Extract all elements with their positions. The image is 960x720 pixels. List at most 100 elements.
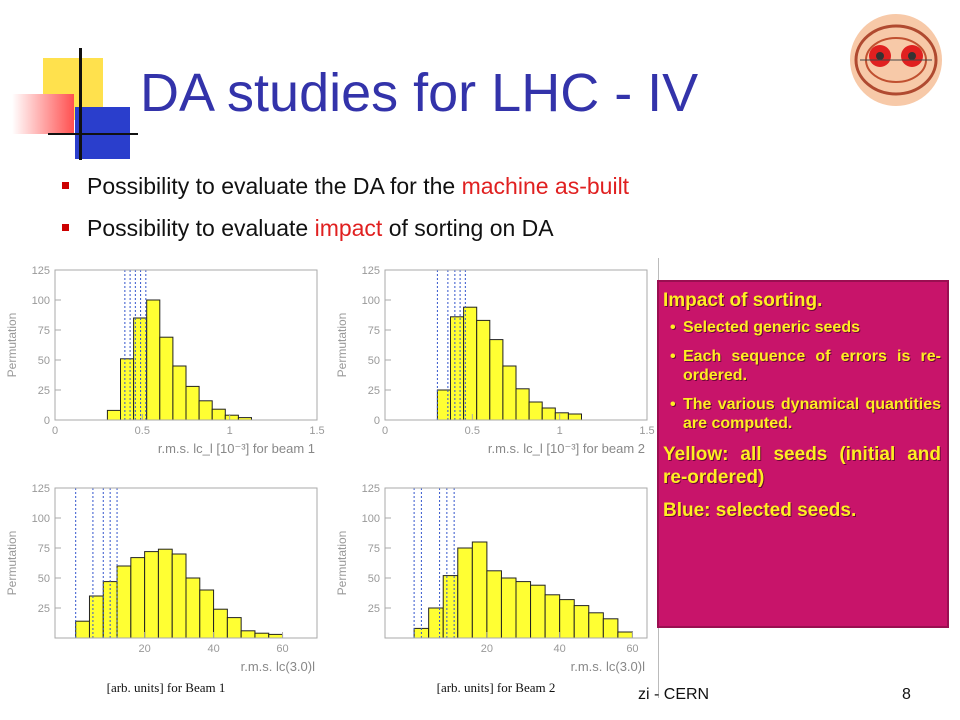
histogram-bar [88,595,104,639]
y-tick-label: 100 [362,295,380,307]
histogram-chart: 0 25 50 75 100 125 0 0.5 1 1.5 Permutation r.m.s. l… [5,265,325,456]
box-list: Selected generic seeds Each sequence of … [663,318,941,433]
histogram-panel-beam1-lc3: 25 50 75 100 125 20 40 60 Permutation r.m.s. lc(3… [0,476,330,711]
histogram-bar [159,336,174,421]
y-tick-label: 125 [32,483,50,495]
x-axis-label-units: [arb. units] for Beam 2 [437,680,556,695]
y-tick-label: 25 [38,385,50,397]
y-tick-label: 125 [362,265,380,277]
x-axis-label: r.m.s. lc_l [10⁻³] for beam 2 [488,441,645,456]
y-tick-label: 0 [374,415,380,427]
y-tick-label: 100 [32,513,50,525]
y-tick-label: 25 [368,603,380,615]
histogram-bar [213,608,228,639]
histogram-bar [75,620,90,639]
histogram-bar [573,605,590,639]
y-tick-label: 75 [38,543,50,555]
histogram-bar [254,632,270,639]
histogram-chart: 25 50 75 100 125 20 40 60 Permutation r.m.s. lc(3… [5,483,318,695]
histogram-bar [211,408,226,421]
x-tick-label: 60 [626,643,638,655]
lhc-logo [850,14,942,106]
histogram-bar [559,599,575,639]
y-tick-label: 100 [362,513,380,525]
histogram-bar [157,548,173,639]
histogram-bar [185,577,201,639]
y-tick-label: 125 [362,483,380,495]
histogram-bar [588,612,604,639]
plot-frame [384,487,648,639]
histogram-panel-beam2-rms: 0 25 50 75 100 125 0 0.5 1 1.5 Permutation r.m.s. l… [330,258,660,483]
histogram-bar [146,299,161,421]
histogram-bar [567,413,582,421]
x-axis-label: r.m.s. lc(3.0)l [571,659,646,674]
bullet-2-highlight: impact [314,215,383,241]
histogram-bar [144,551,159,639]
bullet-1: Possibility to evaluate the DA for the m… [62,173,629,200]
y-tick-label: 25 [368,385,380,397]
histogram-bar [171,553,187,639]
plot-frame [54,487,318,639]
y-tick-label: 75 [368,325,380,337]
bullet-2-text: Possibility to evaluate [87,215,315,241]
histogram-bar [133,317,148,421]
box-item: Each sequence of errors is re-ordered. [670,347,941,385]
decor-horizontal-line [48,133,138,135]
bullet-1-text: Possibility to evaluate the DA for the [87,173,462,199]
y-axis-label: Permutation [5,313,19,378]
sorting-explanation-box: Impact of sorting. Selected generic seed… [657,280,949,628]
x-tick-label: 20 [481,643,493,655]
y-tick-label: 50 [38,573,50,585]
x-tick-label: 0.5 [135,425,150,437]
y-tick-label: 50 [368,355,380,367]
footer-text: zi - CERN [638,686,710,703]
y-tick-label: 100 [32,295,50,307]
x-tick-label: 60 [276,643,288,655]
y-tick-label: 75 [38,325,50,337]
histogram-chart: 0 25 50 75 100 125 0 0.5 1 1.5 Permutation r.m.s. l… [335,265,655,456]
x-tick-label: 0.5 [465,425,480,437]
box-yellow-note: Yellow: all seeds (initial and re-ordere… [663,444,941,488]
decor-red-square [12,94,74,134]
y-axis-label: Permutation [335,531,349,596]
histogram-bar [428,607,444,639]
x-tick-label: 40 [207,643,219,655]
histogram-bar [185,385,200,421]
histogram-bar [544,594,561,639]
histogram-bar [268,633,284,639]
box-item: The various dynamical quantities are com… [670,395,941,433]
histogram-bar [486,570,502,639]
histogram-bar [541,407,556,421]
x-tick-label: 1.5 [639,425,654,437]
x-tick-label: 40 [554,643,566,655]
plot-frame [384,269,648,421]
y-axis-label: Permutation [335,313,349,378]
histogram-bar [489,339,504,421]
bullet-2: Possibility to evaluate impact of sortin… [62,215,554,242]
histogram-bar [602,618,619,639]
y-tick-label: 0 [44,415,50,427]
histogram-bar [515,388,530,421]
y-tick-label: 75 [368,543,380,555]
x-axis-label: r.m.s. lc_l [10⁻³] for beam 1 [158,441,315,456]
histogram-bar [120,358,135,421]
y-tick-label: 50 [368,573,380,585]
histogram-panel-beam2-lc3: 25 50 75 100 125 20 40 60 Permutation r.m.s. lc(3… [330,476,660,711]
plot-frame [54,269,318,421]
bullet-2-post: of sorting on DA [382,215,554,241]
x-tick-label: 1 [557,425,563,437]
y-tick-label: 50 [38,355,50,367]
decor-vertical-line [79,48,82,160]
histogram-bar [198,400,213,421]
box-item: Selected generic seeds [670,318,941,337]
page-number: 8 [902,686,911,703]
histogram-bar [106,409,122,421]
histogram-bar [530,584,546,639]
x-tick-label: 0 [52,425,58,437]
histogram-bar [476,319,491,421]
histogram-bar [554,412,569,421]
histogram-bar [224,414,239,421]
histogram-panel-beam1-rms: 0 25 50 75 100 125 0 0.5 1 1.5 Permutation r.m.s. l… [0,258,330,483]
x-axis-label: r.m.s. lc(3.0)l [241,659,316,674]
x-tick-label: 1.5 [309,425,324,437]
